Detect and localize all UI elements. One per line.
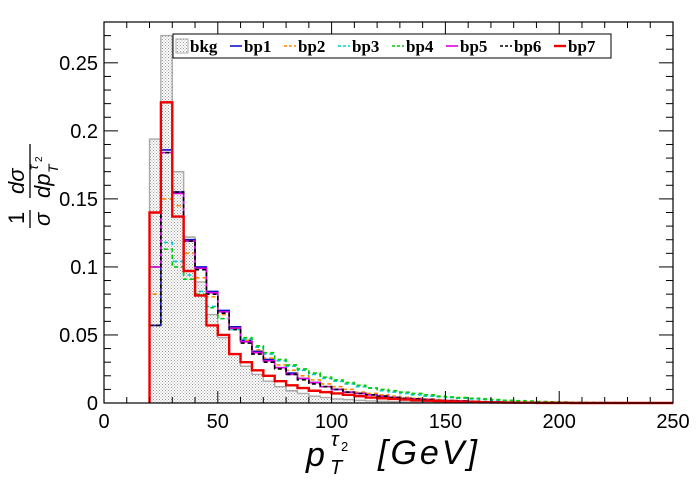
legend-label-bp4: bp4 [406,37,434,56]
legend-label-bp2: bp2 [298,37,325,56]
bar-bkg-0 [150,139,161,403]
legend-label-bp7: bp7 [568,37,596,56]
y-tick-label-4: 0.2 [70,121,98,143]
bar-bkg-3 [184,237,195,403]
bar-bkg-9 [252,374,263,403]
legend-label-bp5: bp5 [460,37,487,56]
bar-bkg-11 [275,387,286,403]
bar-bkg-7 [229,354,240,403]
y-tick-label-0: 0 [87,393,98,415]
legend-entry-bkg: bkg [176,37,218,56]
bar-bkg-1 [161,36,172,403]
bar-bkg-8 [241,366,252,403]
y-label-one: 1 [4,212,29,224]
x-tick-label-50: 50 [207,411,229,433]
legend-swatch-bkg [176,39,188,53]
y-label-dp-sup-sub: 2 [34,156,45,162]
x-tick-label-200: 200 [543,411,576,433]
y-axis-label: 1 σ dσ dp T τ 2 [4,144,61,228]
bar-bkg-6 [218,338,229,403]
y-tick-label-5: 0.25 [59,53,98,75]
x-label-p: p [305,436,325,474]
x-label-unit: [GeV] [377,434,480,472]
legend-label-bp3: bp3 [352,37,379,56]
x-tick-label-250: 250 [656,411,689,433]
x-tick-label-150: 150 [429,411,462,433]
series-layer [150,36,673,403]
y-tick-label-2: 0.1 [70,257,98,279]
bar-bkg-15 [320,398,331,403]
x-label-sub: T [330,457,344,475]
legend-label-bp1: bp1 [244,37,271,56]
y-label-dp-sub: T [45,163,61,173]
y-tick-label-1: 0.05 [59,325,98,347]
x-tick-label-0: 0 [98,411,109,433]
bar-bkg-5 [206,315,217,403]
x-label-sup-sub: 2 [341,439,348,454]
bar-bkg-4 [195,282,206,403]
y-label-dp-sup: τ [25,164,41,170]
bar-bkg-12 [286,391,297,403]
x-axis-label: p T τ 2 [GeV] [305,429,480,475]
bar-bkg-14 [309,396,320,403]
bar-bkg-10 [263,381,274,403]
legend-label-bkg: bkg [190,37,218,56]
bar-bkg-13 [297,393,308,403]
legend-label-bp6: bp6 [514,37,541,56]
legend: bkg bp1 bp2 bp3 bp4 bp5 bp6 bp7 [173,34,611,58]
y-tick-label-3: 0.15 [59,189,98,211]
y-label-dp: dp [30,174,55,198]
y-label-sigma: σ [30,212,55,226]
y-label-dsigma: dσ [4,168,29,194]
